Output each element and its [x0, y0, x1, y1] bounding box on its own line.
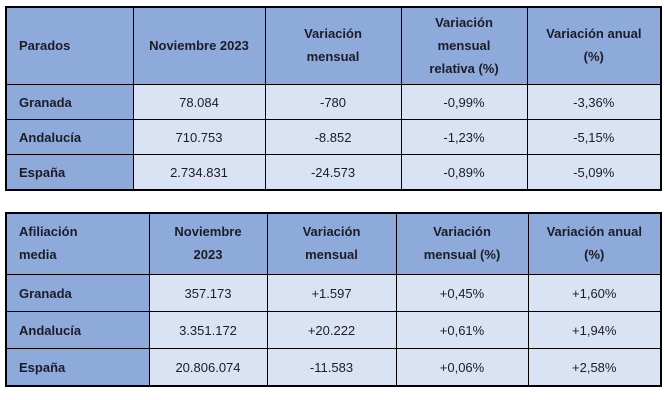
table-afiliacion-header-row: Afiliación media Noviembre 2023 Variació… — [5, 212, 662, 276]
value-cell: 20.806.074 — [148, 348, 268, 387]
value-cell: +0,61% — [395, 311, 529, 350]
value-cell: +20.222 — [266, 311, 397, 350]
column-header-variacion-anual: Variación anual (%) — [527, 212, 662, 276]
table-parados: Parados Noviembre 2023 Variación mensual… — [5, 6, 662, 191]
column-header-variacion-mensual: Variación mensual — [266, 212, 397, 276]
value-cell: +0,45% — [395, 274, 529, 313]
value-cell: 78.084 — [132, 84, 266, 121]
value-cell: -1,23% — [400, 119, 528, 156]
row-label-granada: Granada — [5, 84, 134, 121]
column-header-noviembre-2023: Noviembre 2023 — [132, 6, 266, 86]
table-parados-title-cell: Parados — [5, 6, 134, 86]
column-header-variacion-mensual: Variación mensual — [264, 6, 402, 86]
row-label-granada: Granada — [5, 274, 150, 313]
column-header-variacion-anual: Variación anual (%) — [526, 6, 662, 86]
value-cell: 3.351.172 — [148, 311, 268, 350]
value-cell: +1.597 — [266, 274, 397, 313]
column-header-noviembre-2023: Noviembre 2023 — [148, 212, 268, 276]
column-header-variacion-mensual-pct: Variación mensual (%) — [395, 212, 529, 276]
value-cell: +2,58% — [527, 348, 662, 387]
value-cell: +0,06% — [395, 348, 529, 387]
value-cell: -24.573 — [264, 154, 402, 191]
value-cell: -8.852 — [264, 119, 402, 156]
value-cell: -5,09% — [526, 154, 662, 191]
value-cell: -780 — [264, 84, 402, 121]
table-row-andalucia: Andalucía 710.753 -8.852 -1,23% -5,15% — [5, 119, 662, 156]
column-header-variacion-mensual-relativa: Variación mensual relativa (%) — [400, 6, 528, 86]
value-cell: -0,89% — [400, 154, 528, 191]
row-label-espana: España — [5, 154, 134, 191]
value-cell: +1,60% — [527, 274, 662, 313]
value-cell: -0,99% — [400, 84, 528, 121]
table-row-granada: Granada 78.084 -780 -0,99% -3,36% — [5, 84, 662, 121]
row-label-andalucia: Andalucía — [5, 311, 150, 350]
value-cell: -5,15% — [526, 119, 662, 156]
table-row-espana: España 2.734.831 -24.573 -0,89% -5,09% — [5, 154, 662, 191]
table-afiliacion-title-cell: Afiliación media — [5, 212, 150, 276]
value-cell: -11.583 — [266, 348, 397, 387]
table-row-andalucia: Andalucía 3.351.172 +20.222 +0,61% +1,94… — [5, 311, 662, 350]
table-row-espana: España 20.806.074 -11.583 +0,06% +2,58% — [5, 348, 662, 387]
row-label-andalucia: Andalucía — [5, 119, 134, 156]
value-cell: +1,94% — [527, 311, 662, 350]
value-cell: -3,36% — [526, 84, 662, 121]
row-label-espana: España — [5, 348, 150, 387]
table-afiliacion-media: Afiliación media Noviembre 2023 Variació… — [5, 211, 662, 387]
value-cell: 710.753 — [132, 119, 266, 156]
value-cell: 2.734.831 — [132, 154, 266, 191]
table-parados-header-row: Parados Noviembre 2023 Variación mensual… — [5, 6, 662, 86]
table-row-granada: Granada 357.173 +1.597 +0,45% +1,60% — [5, 274, 662, 313]
value-cell: 357.173 — [148, 274, 268, 313]
